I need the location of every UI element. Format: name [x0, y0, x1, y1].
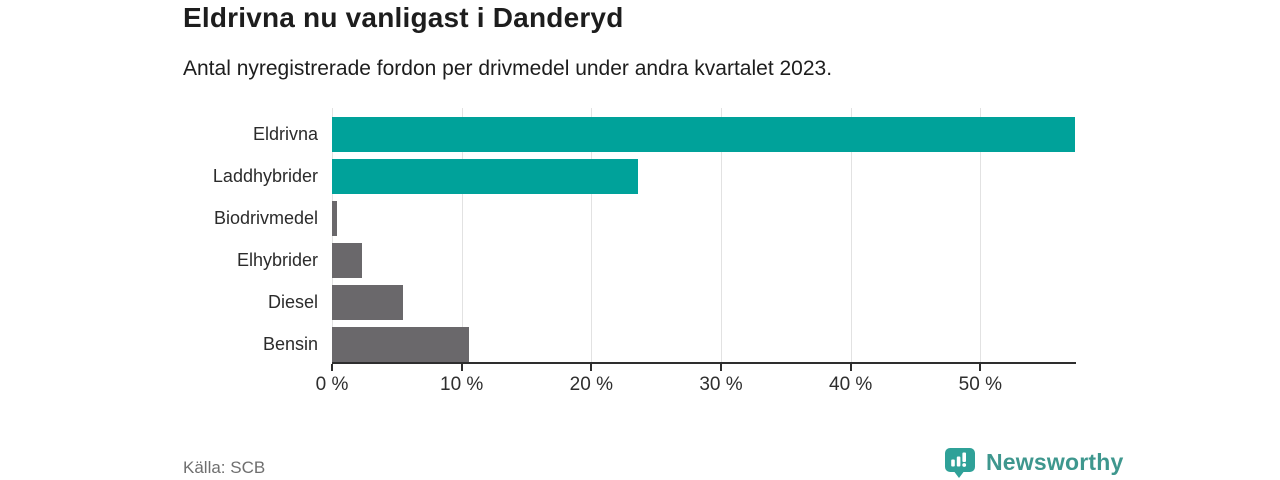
chart-subtitle: Antal nyregistrerade fordon per drivmede…	[183, 57, 833, 80]
bar-track	[332, 116, 1075, 152]
bar-track	[332, 200, 1075, 236]
bar	[332, 284, 404, 320]
bar	[332, 158, 639, 194]
source-note: Källa: SCB	[183, 458, 266, 477]
x-axis-ticks	[331, 364, 1075, 372]
x-tick	[849, 364, 852, 371]
bar	[332, 242, 362, 278]
bar-row: Biodrivmedel	[0, 197, 1280, 239]
gridline	[461, 108, 463, 362]
bar-label: Bensin	[262, 333, 318, 354]
brand-logo: Newsworthy	[943, 446, 1123, 479]
x-tick-label: 30 %	[699, 374, 743, 395]
bar-row: Laddhybrider	[0, 155, 1280, 197]
gridline	[850, 108, 852, 362]
gridline	[591, 108, 593, 362]
bar-track	[332, 242, 1075, 278]
x-tick	[460, 364, 463, 371]
x-tick	[590, 364, 593, 371]
x-tick	[331, 364, 333, 371]
page-title: Eldrivna nu vanligast i Danderyd	[183, 2, 624, 33]
bar-label: Laddhybrider	[212, 165, 318, 186]
bar-row: Eldrivna	[0, 113, 1280, 155]
bar	[332, 326, 470, 362]
bar-track	[332, 284, 1075, 320]
x-tick	[979, 364, 982, 371]
bar-label: Eldrivna	[252, 123, 318, 144]
x-tick	[720, 364, 722, 371]
bar-track	[332, 158, 1075, 194]
x-tick-label: 0 %	[315, 374, 349, 395]
bar-label: Biodrivmedel	[213, 207, 318, 228]
x-tick-label: 10 %	[440, 374, 484, 395]
newsworthy-bubble-chart-icon	[945, 448, 975, 478]
bar-label: Elhybrider	[236, 249, 318, 270]
x-tick-label: 40 %	[829, 374, 873, 395]
gridline	[721, 108, 722, 362]
bar	[332, 200, 338, 236]
x-tick-label: 20 %	[569, 374, 613, 395]
x-axis-line	[332, 362, 1076, 364]
bar-rows: Eldrivna Laddhybrider Biodrivmedel Elhybrid…	[0, 113, 1280, 365]
bar-label: Diesel	[267, 291, 318, 312]
brand-name: Newsworthy	[986, 449, 1124, 475]
x-axis-tick-labels: 0 % 10 % 20 % 30 % 40 % 50 %	[316, 374, 1075, 398]
bar-row: Diesel	[0, 281, 1280, 323]
bar-row: Bensin	[0, 323, 1280, 365]
bar-track	[332, 326, 1075, 362]
x-tick-label: 50 %	[958, 374, 1002, 395]
bar	[332, 116, 1075, 152]
bar-row: Elhybrider	[0, 239, 1280, 281]
gridline	[980, 108, 982, 362]
